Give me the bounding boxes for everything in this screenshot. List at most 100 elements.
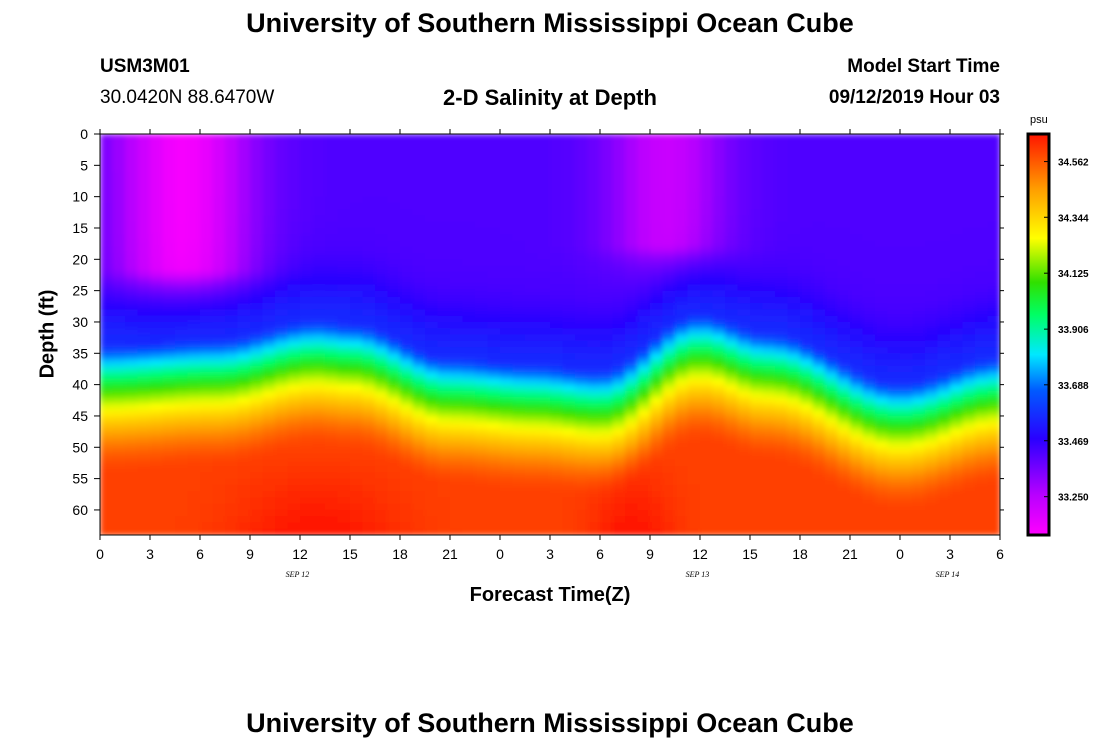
heat-cell: [912, 202, 926, 210]
heat-cell: [175, 146, 189, 154]
heat-cell: [725, 372, 739, 379]
heat-cell: [137, 296, 151, 304]
heat-cell: [562, 215, 576, 223]
heat-cell: [650, 328, 664, 336]
heat-cell: [875, 165, 889, 173]
heat-cell: [750, 184, 764, 191]
heat-cell: [587, 516, 601, 524]
heat-cell: [737, 522, 751, 530]
heat-cell: [212, 491, 226, 499]
heat-cell: [125, 246, 139, 254]
heat-cell: [312, 434, 326, 442]
heat-cell: [937, 196, 951, 204]
heat-cell: [787, 365, 801, 373]
heat-cell: [400, 478, 414, 486]
heat-cell: [575, 378, 589, 386]
heat-cell: [362, 390, 376, 398]
heat-cell: [300, 522, 314, 530]
heat-cell: [787, 397, 801, 405]
heat-cell: [900, 215, 914, 223]
heat-cell: [725, 497, 739, 505]
heat-cell: [975, 415, 989, 423]
heat-cell: [400, 246, 414, 254]
heat-cell: [337, 403, 351, 411]
heat-cell: [687, 509, 701, 517]
heat-cell: [762, 234, 776, 242]
model-start-label: Model Start Time: [847, 56, 1000, 77]
heat-cell: [750, 528, 764, 535]
heat-cell: [175, 196, 189, 204]
heat-cell: [262, 478, 276, 486]
heat-cell: [587, 428, 601, 436]
heat-cell: [100, 202, 114, 210]
heat-cell: [462, 221, 476, 229]
heat-cell: [800, 184, 814, 191]
heat-cell: [687, 215, 701, 223]
heat-cell: [912, 296, 926, 304]
heat-cell: [362, 165, 376, 173]
heat-cell: [562, 403, 576, 411]
heat-cell: [487, 165, 501, 173]
heat-cell: [125, 221, 139, 229]
heat-cell: [612, 441, 626, 448]
heat-cell: [212, 497, 226, 505]
heat-cell: [562, 328, 576, 336]
heat-cell: [937, 365, 951, 373]
heat-cell: [850, 265, 864, 273]
heat-cell: [150, 246, 164, 254]
heat-cell: [600, 447, 614, 455]
heat-cell: [800, 234, 814, 242]
heat-cell: [362, 278, 376, 285]
heat-cell: [400, 290, 414, 298]
heat-cell: [387, 459, 401, 467]
heat-cell: [300, 384, 314, 392]
heat-cell: [975, 466, 989, 473]
heat-cell: [650, 484, 664, 492]
heat-cell: [825, 209, 839, 217]
heat-cell: [287, 196, 301, 204]
heat-cell: [637, 384, 651, 392]
heat-cell: [525, 353, 539, 361]
heat-cell: [850, 284, 864, 292]
heat-cell: [475, 434, 489, 442]
heat-cell: [162, 478, 176, 486]
heat-cell: [325, 428, 339, 436]
heat-cell: [162, 453, 176, 461]
heat-cell: [275, 347, 289, 354]
heat-cell: [337, 484, 351, 492]
heat-cell: [675, 284, 689, 292]
heat-cell: [500, 234, 514, 242]
heat-cell: [675, 159, 689, 166]
heat-cell: [162, 359, 176, 367]
heat-cell: [825, 434, 839, 442]
heat-cell: [550, 309, 564, 317]
heat-cell: [187, 159, 201, 166]
heat-cell: [800, 265, 814, 273]
heat-cell: [862, 146, 876, 154]
heat-cell: [537, 340, 551, 348]
heat-cell: [450, 466, 464, 473]
heat-cell: [775, 209, 789, 217]
heat-cell: [387, 265, 401, 273]
heat-cell: [337, 397, 351, 405]
heat-cell: [125, 428, 139, 436]
heat-cell: [725, 315, 739, 323]
heat-cell: [175, 309, 189, 317]
heat-cell: [925, 184, 939, 191]
heat-cell: [412, 365, 426, 373]
heat-cell: [787, 321, 801, 329]
heat-cell: [425, 290, 439, 298]
heat-cell: [137, 227, 151, 235]
heat-cell: [850, 447, 864, 455]
heat-cell: [325, 459, 339, 467]
heat-cell: [762, 347, 776, 354]
heat-cell: [575, 321, 589, 329]
heat-cell: [212, 466, 226, 473]
heat-cell: [550, 215, 564, 223]
heat-cell: [987, 522, 1000, 530]
heat-cell: [500, 478, 514, 486]
heat-cell: [937, 353, 951, 361]
heat-cell: [712, 265, 726, 273]
heat-cell: [775, 447, 789, 455]
heat-cell: [137, 278, 151, 285]
